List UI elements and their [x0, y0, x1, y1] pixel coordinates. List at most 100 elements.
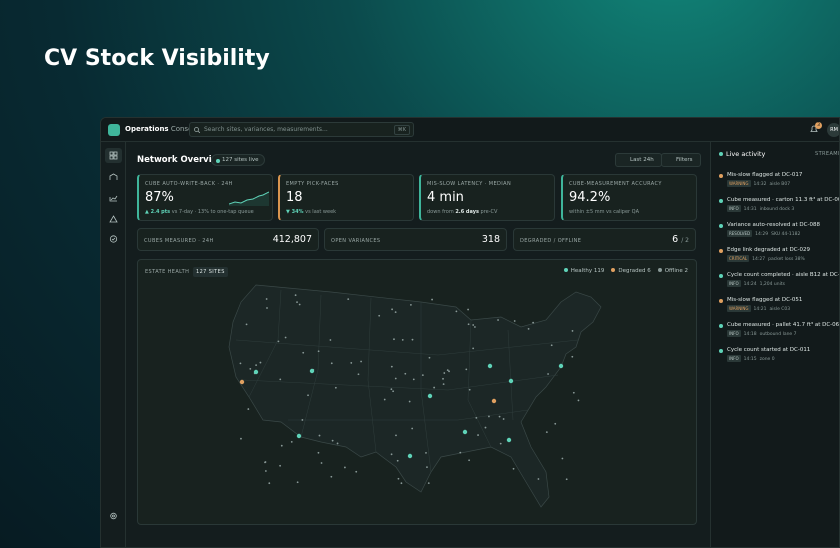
activity-text: Variance auto-resolved at DC-088	[727, 222, 820, 228]
live-dot	[719, 152, 723, 156]
kpi-note: within ±5 mm vs caliper QA	[569, 209, 639, 215]
map-title: ESTATE HEALTH	[145, 269, 190, 275]
activity-detail: inbound dock 3	[759, 207, 795, 212]
activity-meta: INFO 14:24 1,204 units	[727, 280, 785, 287]
status-dot	[719, 348, 723, 353]
site-marker[interactable]	[309, 368, 315, 374]
activity-detail: zone 0	[759, 357, 775, 362]
site-dot	[394, 377, 397, 380]
activity-tag: CRITICAL	[727, 255, 750, 262]
activity-meta: WARNING 14:32 aisle B07	[727, 180, 791, 187]
activity-tag: RESOLVED	[727, 230, 753, 237]
site-dot	[307, 394, 309, 397]
site-dot	[561, 457, 564, 460]
site-marker[interactable]	[558, 363, 564, 369]
site-dot	[249, 368, 252, 370]
site-dot	[477, 434, 479, 436]
site-dot	[427, 482, 430, 484]
activity-detail: SKU 44-1182	[771, 232, 801, 237]
map-card: ESTATE HEALTH 127 SITES Healthy 119 Degrade…	[137, 259, 697, 525]
section-title: Network Overview	[137, 155, 226, 165]
activity-meta: INFO 14:15 zone 0	[727, 355, 775, 362]
range-button[interactable]: Last 24h	[615, 153, 662, 167]
search-placeholder: Search sites, variances, measurements...	[204, 126, 328, 133]
site-dot	[565, 478, 568, 481]
site-dot	[411, 338, 414, 341]
site-dot	[532, 321, 535, 324]
site-dot	[284, 336, 287, 339]
site-dot	[431, 298, 433, 301]
site-dot	[279, 378, 282, 381]
site-dot	[502, 418, 505, 420]
site-dot	[554, 422, 557, 425]
site-marker[interactable]	[239, 379, 245, 385]
activity-detail: packet loss 38%	[768, 257, 805, 262]
activity-title: Live activity	[726, 150, 766, 158]
site-marker[interactable]	[407, 453, 413, 459]
status-dot	[719, 248, 723, 253]
activity-tag: INFO	[727, 280, 741, 287]
site-dot	[390, 453, 393, 456]
kpi-value: 4 min	[427, 190, 464, 205]
site-dot	[298, 303, 301, 306]
site-dot	[468, 459, 471, 462]
site-dot	[279, 464, 281, 467]
site-dot	[459, 451, 462, 454]
site-dot	[550, 344, 553, 347]
site-marker[interactable]	[296, 433, 302, 439]
kpi-note: down from 2.6 days pre-CV	[427, 209, 497, 215]
site-dot	[320, 462, 323, 464]
app-name-suffix: Console	[170, 125, 199, 133]
site-dot	[425, 451, 427, 454]
site-dot	[296, 481, 299, 484]
activity-time: 14:32	[753, 182, 767, 187]
site-dot	[442, 377, 444, 380]
map-count: 127 SITES	[193, 267, 228, 277]
activity-text: Cycle count started at DC-011	[727, 347, 811, 353]
site-marker[interactable]	[253, 369, 259, 375]
site-dot	[294, 294, 297, 297]
site-marker[interactable]	[487, 363, 493, 369]
site-dot	[245, 323, 248, 326]
site-dot	[465, 368, 468, 371]
legend-label: Offline 2	[664, 268, 688, 274]
activity-text: Mis-slow flagged at DC-017	[727, 172, 803, 178]
site-dot	[446, 369, 449, 372]
site-dot	[343, 466, 346, 469]
site-dot	[301, 419, 304, 421]
site-dot	[290, 440, 293, 443]
legend-label: Healthy 119	[570, 268, 605, 274]
kpi-card: EMPTY PICK-FACES 18 ▼ 34% vs last week	[278, 174, 414, 221]
stat-suffix: / 2	[681, 237, 689, 244]
avatar[interactable]: RM	[827, 123, 839, 137]
site-dot	[513, 320, 516, 322]
search-box[interactable]: Search sites, variances, measurements...…	[189, 122, 414, 137]
site-marker[interactable]	[506, 437, 512, 443]
site-dot	[400, 482, 403, 485]
filters-button[interactable]: Filters	[661, 153, 701, 167]
site-marker[interactable]	[508, 378, 514, 384]
activity-time: 14:15	[743, 357, 757, 362]
site-dot	[390, 365, 393, 368]
kpi-label: CUBE AUTO-WRITE-BACK · 24H	[145, 181, 233, 187]
site-dot	[467, 323, 470, 326]
kpi-label: EMPTY PICK-FACES	[286, 181, 339, 187]
top-bar: Operations Console Search sites, varianc…	[101, 118, 839, 142]
site-dot	[443, 372, 446, 374]
site-dot	[442, 383, 445, 386]
site-dot	[475, 417, 478, 419]
stat-card: OPEN VARIANCES 318	[324, 228, 507, 251]
activity-text: Cube measured · carton 11.3 ft³ at DC-00…	[727, 197, 840, 203]
activity-time: 14:27	[752, 257, 766, 262]
activity-text: Cube measured · pallet 41.7 ft³ at DC-06…	[727, 322, 840, 328]
site-dot	[498, 415, 501, 418]
notifications[interactable]	[809, 124, 819, 134]
kpi-note-text: vs 7-day · 13% to one-tap queue	[171, 209, 254, 215]
stat-number: 6	[672, 234, 679, 245]
activity-detail: aisle B07	[769, 182, 791, 187]
site-marker[interactable]	[491, 398, 497, 404]
site-dot	[499, 442, 502, 445]
kpi-value: 87%	[145, 190, 174, 205]
site-marker[interactable]	[462, 429, 468, 435]
site-marker[interactable]	[427, 393, 433, 399]
